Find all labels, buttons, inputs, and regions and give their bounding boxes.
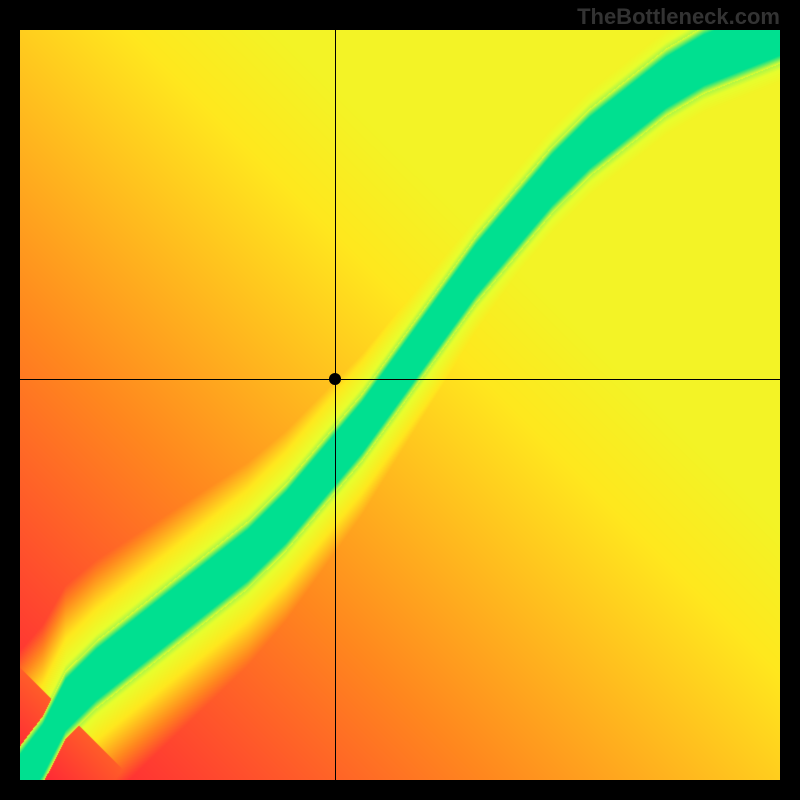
crosshair-marker: [329, 373, 341, 385]
attribution-text: TheBottleneck.com: [577, 4, 780, 30]
chart-container: TheBottleneck.com: [0, 0, 800, 800]
crosshair-horizontal: [20, 379, 780, 380]
crosshair-vertical: [335, 30, 336, 780]
plot-area: [20, 30, 780, 780]
heatmap-canvas: [20, 30, 780, 780]
